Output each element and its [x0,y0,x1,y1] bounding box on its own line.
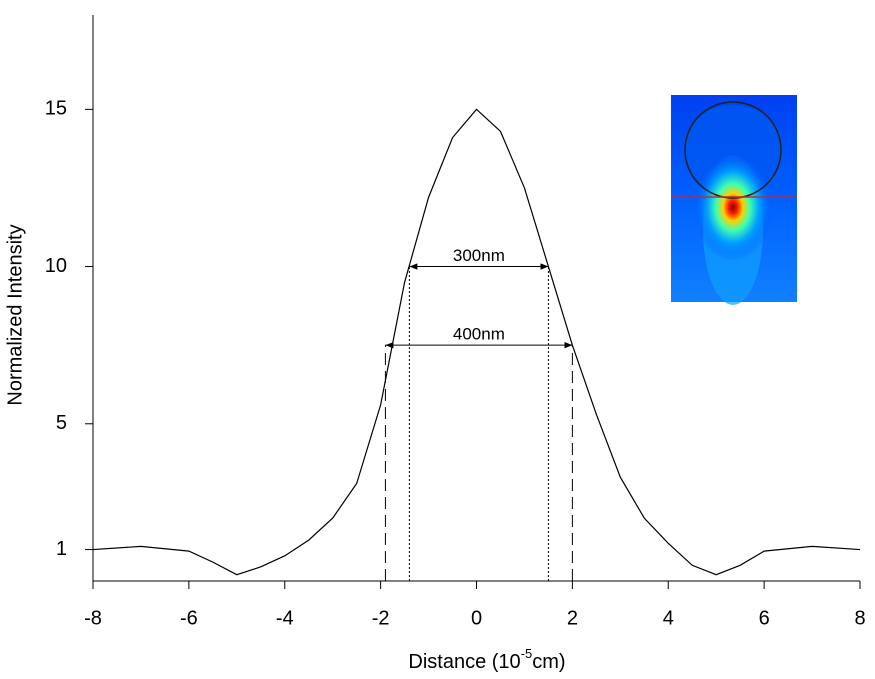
annotation-label: 300nm [453,246,505,265]
y-tick-label: 10 [45,255,67,277]
x-tick-label: -8 [84,607,102,629]
data-line [92,108,861,576]
x-tick-label: 0 [471,607,482,629]
y-tick-label: 15 [45,98,67,120]
x-tick-label: 4 [663,607,674,629]
x-tick-label: 2 [567,607,578,629]
x-tick-label: -4 [276,607,294,629]
x-axis-label: Distance (10-5cm) [408,646,565,673]
y-axis-label: Normalized Intensity [4,224,26,405]
y-tick-label: 1 [56,538,67,560]
y-tick-label: 5 [56,412,67,434]
inset-image [671,95,797,305]
annotation-label: 400nm [453,325,505,344]
x-tick-label: 6 [759,607,770,629]
x-tick-label: -6 [180,607,198,629]
x-tick-label: -2 [372,607,390,629]
x-tick-label: 8 [854,607,865,629]
